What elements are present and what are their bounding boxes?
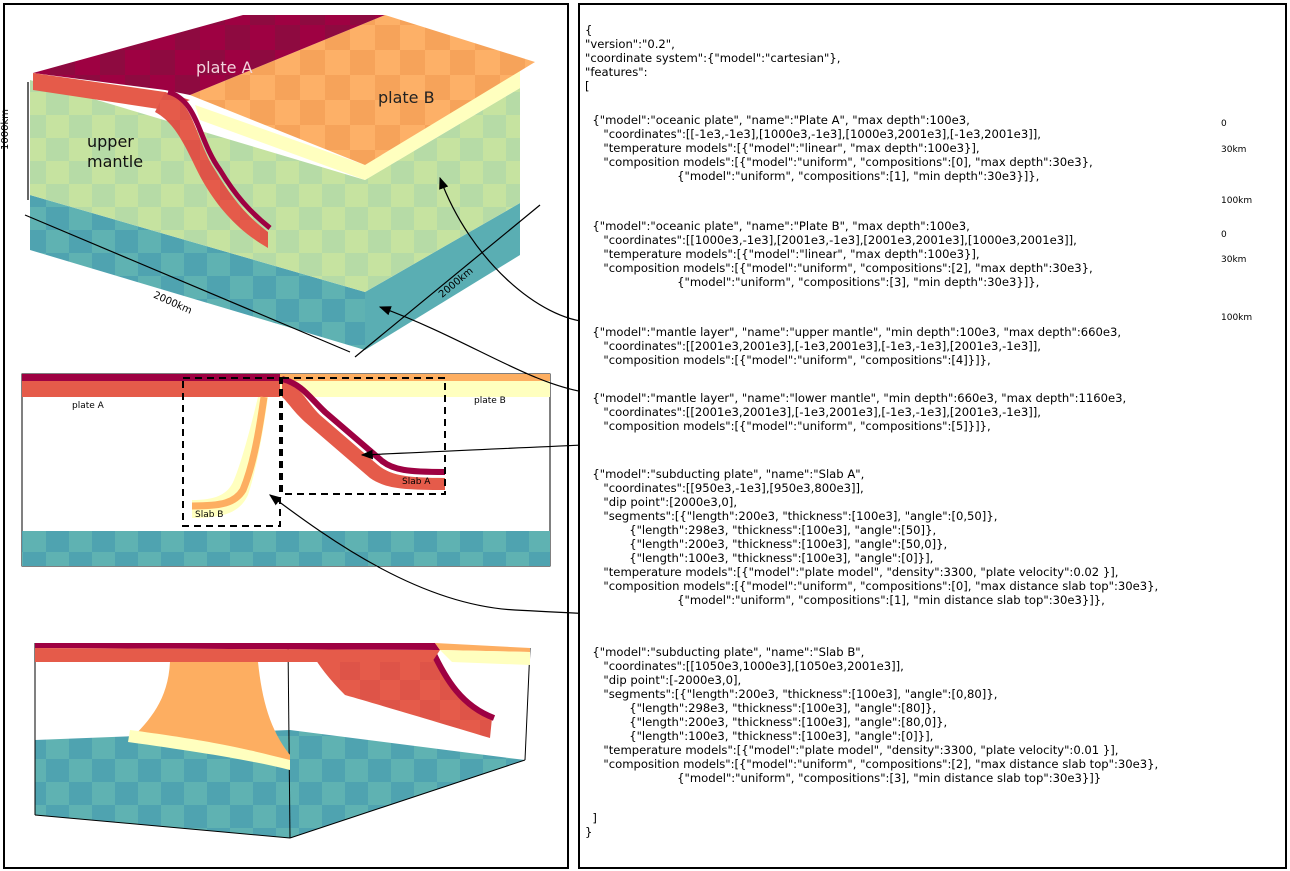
json-line: "segments":[{"length":200e3, "thickness"… — [585, 509, 998, 523]
arrow-upper-mantle — [439, 176, 591, 323]
json-line: {"length":200e3, "thickness":[100e3], "a… — [585, 537, 948, 551]
xs-plate-b-lower — [280, 381, 550, 397]
json-line: "composition models":[{"model":"uniform"… — [585, 579, 1159, 593]
plate-a-lower-band — [33, 73, 190, 110]
json-line: {"length":200e3, "thickness":[100e3], "a… — [585, 715, 948, 729]
view-box-edge-mid — [287, 642, 291, 839]
view-box-bottom-right — [289, 759, 526, 839]
xs-label-slab-b: Slab B — [195, 510, 224, 520]
dashed-box-slab-b — [182, 377, 281, 527]
plate-b-top — [190, 15, 535, 165]
label-dim-height: 1000km — [0, 109, 11, 150]
json-line: "temperature models":[{"model":"linear",… — [585, 247, 980, 261]
json-line: {"model":"uniform", "compositions":[3], … — [585, 771, 1102, 785]
json-line: {"length":298e3, "thickness":[100e3], "a… — [585, 701, 937, 715]
xs-slab-b-top — [191, 396, 268, 510]
json-line: {"model":"oceanic plate", "name":"Plate … — [585, 113, 970, 127]
json-line: {"model":"uniform", "compositions":[1], … — [585, 593, 1105, 607]
json-line: "coordinates":[[2001e3,2001e3],[-1e3,200… — [585, 405, 1041, 419]
json-line: "coordinate system":{"model":"cartesian"… — [585, 51, 841, 65]
json-panel: {"version":"0.2", "coordinate system":{"m… — [578, 3, 1287, 869]
json-line: {"model":"uniform", "compositions":[1], … — [585, 169, 1040, 183]
depth-a-label-bottom: 100km — [1221, 196, 1253, 206]
json-line: "coordinates":[[1000e3,-1e3],[2001e3,-1e… — [585, 233, 1077, 247]
depth-b-label-top: 0 — [1221, 230, 1227, 240]
json-line: {"model":"uniform", "compositions":[3], … — [585, 275, 1040, 289]
block-3d-view — [24, 15, 541, 358]
label-upper-mantle-2: mantle — [87, 152, 144, 171]
json-line: "features": — [585, 65, 648, 79]
view-lower-mantle-floor — [35, 730, 525, 838]
json-line: "coordinates":[[-1e3,-1e3],[1000e3,-1e3]… — [585, 127, 1041, 141]
json-line: {"model":"subducting plate", "name":"Sla… — [585, 645, 865, 659]
json-line: "composition models":[{"model":"uniform"… — [585, 757, 1159, 771]
lower-mantle-side — [365, 203, 520, 350]
dim-side-line — [354, 204, 541, 358]
json-line: {"model":"oceanic plate", "name":"Plate … — [585, 219, 970, 233]
xs-lower-mantle — [22, 531, 550, 566]
json-line: ] — [585, 811, 597, 825]
xs-slab-a — [282, 380, 445, 490]
view-plate-top-b — [435, 643, 530, 652]
xs-slab-b — [192, 397, 268, 518]
view-box-edge-right — [524, 647, 531, 761]
label-plate-b: plate B — [378, 88, 435, 107]
view-slab-a — [310, 650, 492, 738]
depth-a-label-top: 0 — [1221, 119, 1227, 129]
json-line: "composition models":[{"model":"uniform"… — [585, 353, 991, 367]
json-line: "composition models":[{"model":"uniform"… — [585, 419, 991, 433]
json-line: {"length":298e3, "thickness":[100e3], "a… — [585, 523, 937, 537]
upper-mantle-front — [30, 80, 365, 292]
json-line: } — [585, 825, 593, 839]
view-plate-lower-b — [440, 650, 530, 665]
label-upper-mantle-1: upper — [87, 132, 134, 151]
xs-label-slab-a: Slab A — [402, 477, 431, 487]
cross-section-view — [21, 373, 551, 567]
json-line: "dip point":[-2000e3,0], — [585, 673, 742, 687]
xs-slab-a-top — [281, 376, 446, 475]
view-plate-top-a — [35, 643, 440, 650]
json-line: [ — [585, 79, 590, 93]
json-line: "temperature models":[{"model":"linear",… — [585, 141, 980, 155]
slab-a-3d — [155, 92, 268, 248]
xs-label-plate-b: plate B — [474, 396, 506, 406]
depth-b-label-bottom: 100km — [1221, 313, 1253, 323]
depth-b-label-mid: 30km — [1221, 255, 1247, 265]
view-box-bottom-left — [34, 814, 291, 839]
depth-a-label-mid: 30km — [1221, 145, 1247, 155]
json-line: {"model":"mantle layer", "name":"lower m… — [585, 391, 1127, 405]
json-line: "coordinates":[[2001e3,2001e3],[-1e3,200… — [585, 339, 1041, 353]
plate-b-lower-band — [195, 70, 520, 180]
json-line: { — [585, 23, 593, 37]
json-line: "temperature models":[{"model":"plate mo… — [585, 743, 1119, 757]
view-slab-a-top — [429, 648, 496, 721]
xs-plate-a-top — [22, 374, 280, 381]
dashed-box-slab-a — [281, 377, 446, 495]
json-line: "coordinates":[[950e3,-1e3],[950e3,800e3… — [585, 481, 864, 495]
json-line: {"model":"subducting plate", "name":"Sla… — [585, 467, 865, 481]
arrow-lower-mantle — [378, 306, 591, 394]
slab-3d-view — [34, 642, 531, 839]
json-line: "version":"0.2", — [585, 37, 675, 51]
upper-mantle-side — [365, 88, 520, 292]
json-line: "composition models":[{"model":"uniform"… — [585, 261, 1093, 275]
json-line: "segments":[{"length":200e3, "thickness"… — [585, 687, 998, 701]
json-line: "temperature models":[{"model":"plate mo… — [585, 565, 1119, 579]
label-plate-a: plate A — [196, 58, 253, 77]
dim-front-line — [24, 214, 351, 353]
view-plate-lower-a — [35, 648, 440, 662]
json-line: {"length":100e3, "thickness":[100e3], "a… — [585, 551, 934, 565]
xs-plate-a-lower — [22, 381, 280, 397]
json-line: "dip point":[2000e3,0], — [585, 495, 737, 509]
json-line: {"length":100e3, "thickness":[100e3], "a… — [585, 729, 934, 743]
lower-mantle-front — [30, 195, 365, 350]
json-line: "coordinates":[[1050e3,1000e3],[1050e3,2… — [585, 659, 904, 673]
plate-a-top — [33, 15, 385, 95]
xs-label-plate-a: plate A — [72, 401, 104, 411]
json-line: "composition models":[{"model":"uniform"… — [585, 155, 1093, 169]
json-line: {"model":"mantle layer", "name":"upper m… — [585, 325, 1122, 339]
slab-a-3d-top — [167, 89, 272, 230]
view-slab-b-base — [128, 730, 290, 770]
